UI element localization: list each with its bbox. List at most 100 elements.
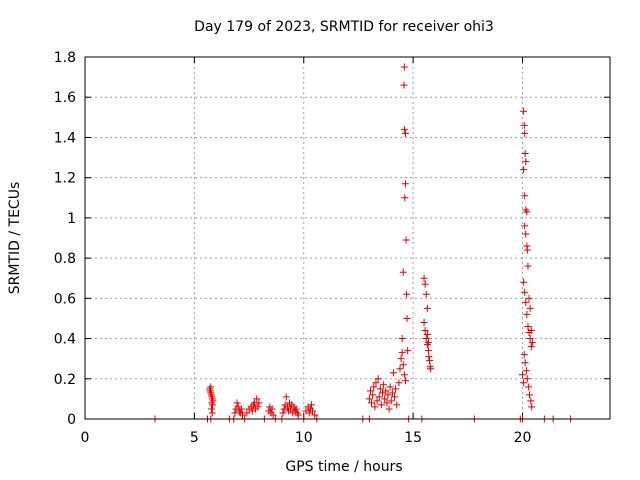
data-point [403,290,411,298]
data-point [420,274,428,282]
data-point [401,180,409,188]
data-point [423,331,431,339]
data-point [422,290,430,298]
data-point [404,347,412,355]
data-point [527,327,535,335]
data-point [524,262,532,270]
data-point [400,371,408,379]
data-point [369,391,377,399]
data-point [386,383,394,391]
data-point [371,403,379,411]
data-point [527,343,535,351]
data-point [520,166,528,174]
data-point [370,383,378,391]
data-point [279,409,287,417]
x-axis-label: GPS time / hours [285,459,402,475]
data-point [423,304,431,312]
y-tick-label: 1.4 [54,130,76,146]
data-point [525,294,533,302]
data-point [208,409,216,417]
data-point [520,107,528,115]
data-point [524,322,532,330]
data-point [292,405,300,413]
data-point [400,63,408,71]
data-point [401,377,409,385]
y-tick-label: 1.2 [54,171,76,187]
data-point [523,375,531,383]
data-point [311,411,319,419]
data-point [365,395,373,403]
data-point [382,387,390,395]
data-point [233,399,241,407]
data-point [400,81,408,89]
data-point [528,339,536,347]
data-point [520,121,528,129]
data-point [424,339,432,347]
data-point [522,298,530,306]
data-point [307,401,315,409]
data-point [401,194,409,202]
data-point [398,335,406,343]
data-point [391,393,399,401]
data-point [268,405,276,413]
data-point [527,397,535,405]
data-point [375,393,383,401]
data-point [372,379,380,387]
data-point [521,222,529,230]
x-tick-label: 15 [404,430,422,446]
data-point [389,369,397,377]
axis-ticks: 0 0.2 0.4 0.6 0.8 1 1.2 1.4 1.6 1.8 0 5 10 15 20 [54,50,610,446]
data-point [520,278,528,286]
data-point [387,397,395,405]
x-tick-label: 20 [514,430,532,446]
data-point [521,359,529,367]
data-point [403,314,411,322]
y-tick-label: 0.4 [54,332,76,348]
data-point [521,150,529,158]
y-tick-label: 1.6 [54,90,76,106]
data-point [399,268,407,276]
data-point [253,395,261,403]
data-point [426,357,434,365]
data-point [528,403,536,411]
data-point [520,379,528,387]
y-axis-label: SRMTID / TECUs [7,182,23,295]
data-point [239,411,246,419]
data-point [523,310,531,318]
data-point [522,158,530,166]
data-point [400,125,408,133]
data-points [151,63,575,423]
y-tick-label: 1.8 [54,50,76,66]
data-point [523,246,531,254]
data-point [519,371,526,379]
data-point [399,361,407,369]
data-point [380,381,388,389]
y-tick-label: 0.8 [54,251,76,267]
data-point [401,129,409,137]
chart-title: Day 179 of 2023, SRMTID for receiver ohi… [194,19,494,35]
x-tick-label: 10 [295,430,313,446]
y-tick-label: 0.2 [54,372,76,388]
data-point [526,304,534,312]
data-point [393,401,401,409]
grid-lines [85,57,610,419]
data-point [384,391,392,399]
data-point [376,385,384,393]
data-point [402,236,410,244]
data-point [424,347,432,355]
data-point [526,335,534,343]
data-point [526,391,533,399]
data-point [374,375,382,383]
plot-frame [84,56,611,420]
y-tick-label: 1 [67,211,76,227]
data-point [522,367,530,375]
data-point [373,397,381,405]
data-point [282,393,290,401]
data-point [421,280,429,288]
data-point [425,353,433,361]
data-point [209,401,217,409]
data-point [237,405,245,413]
data-point [269,411,277,419]
data-point [392,385,400,393]
data-point [522,230,530,238]
